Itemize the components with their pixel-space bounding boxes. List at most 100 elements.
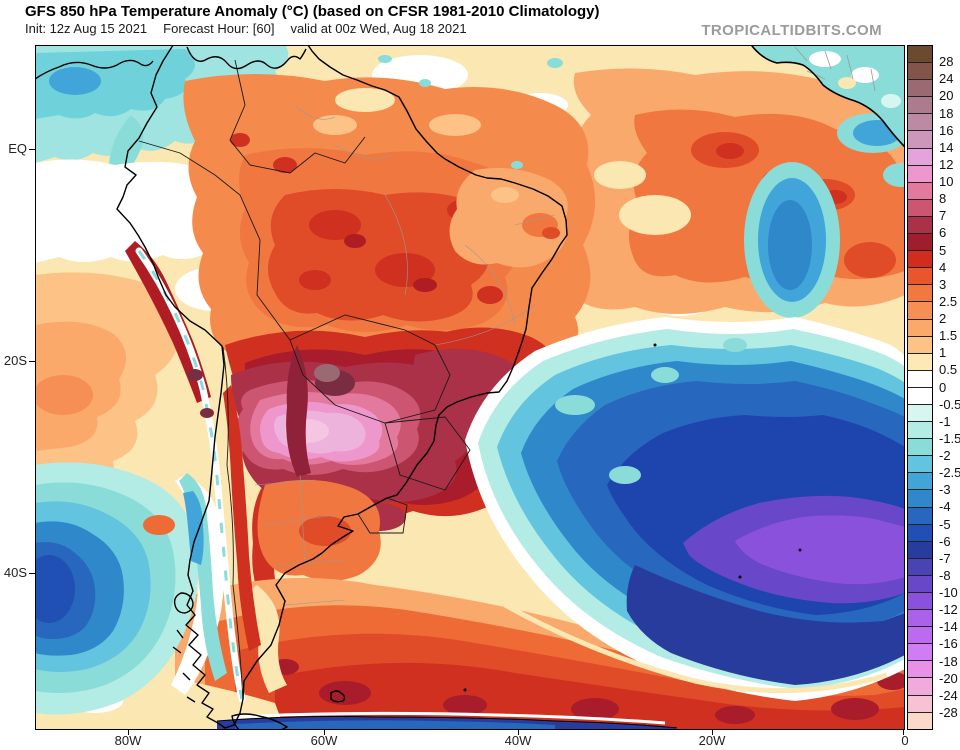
colorbar-tick-label: -5 bbox=[939, 516, 951, 532]
run-info-line: Init: 12z Aug 15 2021 Forecast Hour: [60]… bbox=[25, 21, 483, 36]
colorbar-tick-label: 18 bbox=[939, 105, 954, 121]
colorbar-segment bbox=[908, 677, 932, 695]
colorbar-segment bbox=[908, 643, 932, 661]
lon-tick bbox=[518, 730, 519, 735]
colorbar-tick-label: 16 bbox=[939, 122, 954, 138]
lon-label: 20W bbox=[698, 733, 726, 748]
colorbar-tick-label: -24 bbox=[939, 687, 958, 703]
colorbar-tick-label: -18 bbox=[939, 653, 958, 669]
colorbar-segment bbox=[908, 557, 932, 575]
colorbar-segment bbox=[908, 233, 932, 251]
colorbar-segment bbox=[908, 609, 932, 627]
colorbar-tick-label: -7 bbox=[939, 550, 951, 566]
colorbar-segment bbox=[908, 181, 932, 199]
lon-label: 0 bbox=[901, 733, 909, 748]
colorbar-tick-label: 1.5 bbox=[939, 328, 958, 344]
colorbar-segment bbox=[908, 198, 932, 216]
colorbar-segment bbox=[908, 164, 932, 182]
colorbar-tick-label: 0 bbox=[939, 379, 947, 395]
colorbar-tick-label: -12 bbox=[939, 602, 958, 618]
lat-tick bbox=[29, 573, 35, 574]
colorbar-tick-label: -6 bbox=[939, 533, 951, 549]
south-america-coastline bbox=[35, 45, 568, 730]
colorbar-tick-label: 28 bbox=[939, 54, 954, 70]
colorbar-segment bbox=[908, 472, 932, 490]
colorbar-tick-label: -10 bbox=[939, 585, 958, 600]
colorbar-segment bbox=[908, 523, 932, 541]
colorbar-segment bbox=[908, 694, 932, 712]
colorbar-segment bbox=[908, 369, 932, 387]
colorbar-segment bbox=[908, 455, 932, 473]
colorbar-tick-label: -1 bbox=[939, 413, 951, 429]
colorbar-tick-label: 6 bbox=[939, 225, 947, 241]
colorbar-tick-label: 7 bbox=[939, 208, 947, 224]
lon-tick bbox=[128, 730, 129, 735]
colorbar-tick-label: 1 bbox=[939, 345, 947, 361]
africa-coastline bbox=[750, 45, 905, 148]
lon-label: 80W bbox=[114, 733, 142, 748]
lon-tick bbox=[903, 730, 904, 735]
forecast-hour: Forecast Hour: [60] bbox=[163, 21, 275, 36]
site-watermark: TROPICALTIDBITS.COM bbox=[701, 22, 882, 39]
colorbar-segment bbox=[908, 626, 932, 644]
lat-label: 20S bbox=[3, 353, 27, 368]
colorbar-segment bbox=[908, 335, 932, 353]
colorbar-tick-label: 12 bbox=[939, 156, 954, 172]
lat-tick bbox=[29, 361, 35, 362]
valid-time: valid at 00z Wed, Aug 18 2021 bbox=[290, 21, 467, 36]
colorbar-tick-label: 14 bbox=[939, 139, 954, 155]
colorbar-tick-label: -20 bbox=[939, 670, 958, 686]
colorbar-segment bbox=[908, 147, 932, 165]
lon-tick bbox=[324, 730, 325, 735]
admin-borders bbox=[254, 104, 556, 606]
colorbar-segment bbox=[908, 386, 932, 404]
colorbar-segment bbox=[908, 438, 932, 456]
colorbar-segment bbox=[908, 267, 932, 285]
colorbar-segment bbox=[908, 250, 932, 268]
colorbar-tick-label: -14 bbox=[939, 619, 958, 635]
colorbar-tick-label: 8 bbox=[939, 191, 947, 207]
colorbar-segment bbox=[908, 301, 932, 319]
colorbar-segment bbox=[908, 574, 932, 592]
lon-tick bbox=[712, 730, 713, 735]
colorbar-tick-label: 2 bbox=[939, 311, 947, 326]
colorbar-tick-label: -2.5 bbox=[939, 465, 960, 481]
lat-label: 40S bbox=[3, 565, 27, 580]
lat-label: EQ bbox=[8, 141, 27, 156]
colorbar-tick-label: -28 bbox=[939, 704, 958, 720]
colorbar-segment bbox=[908, 62, 932, 80]
colorbar-tick-label: -1.5 bbox=[939, 430, 960, 446]
lon-label: 60W bbox=[310, 733, 338, 748]
colorbar-tick-label: -16 bbox=[939, 636, 958, 652]
colorbar-tick-label: 5 bbox=[939, 242, 947, 258]
colorbar-segment bbox=[908, 215, 932, 234]
colorbar-tick-label: 0.5 bbox=[939, 362, 958, 378]
colorbar-segment bbox=[908, 489, 932, 507]
lon-label: 40W bbox=[504, 733, 532, 748]
colorbar-tick-label: 3 bbox=[939, 276, 947, 292]
colorbar-tick-label: -0.5 bbox=[939, 396, 960, 412]
colorbar-segment bbox=[908, 79, 932, 97]
colorbar-labels: 28 24 20 18 16 14 12 10 8 7 6 5 4 3 2.5 2 1.5 1 0.5 0 -0.5 -1… bbox=[939, 45, 960, 730]
colorbar-tick-label: 24 bbox=[939, 71, 954, 87]
init-time: Init: 12z Aug 15 2021 bbox=[25, 21, 148, 36]
colorbar-tick-label: -8 bbox=[939, 567, 951, 583]
colorbar-segment bbox=[908, 711, 932, 729]
colorbar-segment bbox=[908, 592, 932, 610]
colorbar-segment bbox=[908, 284, 932, 302]
colorbar-tick-label: -2 bbox=[939, 448, 951, 463]
colorbar bbox=[907, 45, 933, 730]
colorbar-segment bbox=[908, 318, 932, 336]
colorbar-segment bbox=[908, 352, 932, 370]
colorbar-tick-label: 20 bbox=[939, 88, 954, 104]
colorbar-segment bbox=[908, 46, 932, 63]
colorbar-tick-label: -3 bbox=[939, 482, 951, 498]
colorbar-segment bbox=[908, 96, 932, 114]
anomaly-map bbox=[35, 45, 905, 730]
page-title: GFS 850 hPa Temperature Anomaly (°C) (ba… bbox=[25, 3, 600, 20]
colorbar-segment bbox=[908, 540, 932, 558]
colorbar-segment bbox=[908, 130, 932, 148]
colorbar-tick-label: -4 bbox=[939, 499, 951, 515]
colorbar-segment bbox=[908, 403, 932, 422]
map-area: EQ 20S 40S 80W 60W 40W 20W 0 bbox=[4, 45, 909, 748]
